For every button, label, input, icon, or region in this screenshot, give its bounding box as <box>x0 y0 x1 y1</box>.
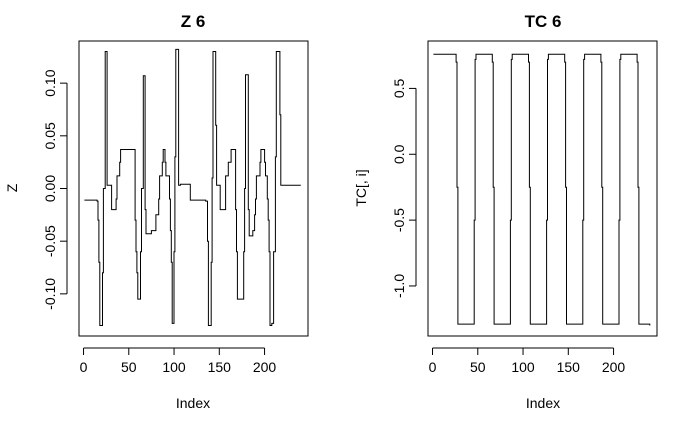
x-tick-label: 200 <box>602 359 626 375</box>
chart-title: TC 6 <box>525 12 562 31</box>
series-group <box>433 53 651 326</box>
plot-frame <box>427 40 658 337</box>
y-tick-label: 0.10 <box>42 69 58 96</box>
chart-tc6: TC 6 0 50 100 150 200 -1.0 -0.5 0.0 0.5 Index T… <box>353 12 658 411</box>
x-tick-label: 100 <box>162 359 186 375</box>
x-axis: 0 50 100 150 200 <box>429 347 626 375</box>
x-tick-label: 50 <box>470 359 486 375</box>
x-axis: 0 50 100 150 200 <box>80 347 277 375</box>
x-axis-label: Index <box>526 395 560 411</box>
y-axis-label: Z <box>4 183 20 192</box>
x-tick-label: 0 <box>80 359 88 375</box>
y-axis: -0.10 -0.05 0.00 0.05 0.10 <box>42 69 68 310</box>
x-axis-label: Index <box>176 395 210 411</box>
series-line <box>84 48 301 326</box>
y-tick-label: 0.5 <box>391 78 407 98</box>
y-tick-label: 0.0 <box>391 144 407 164</box>
series-line <box>433 53 651 326</box>
y-tick-label: 0.00 <box>42 175 58 202</box>
series-group <box>84 48 301 326</box>
chart-title: Z 6 <box>181 12 206 31</box>
y-tick-label: -0.10 <box>42 278 58 310</box>
y-axis: -1.0 -0.5 0.0 0.5 <box>391 78 417 298</box>
x-tick-label: 150 <box>208 359 232 375</box>
y-tick-label: -0.5 <box>391 208 407 232</box>
y-tick-label: -0.05 <box>42 225 58 257</box>
chart-z6: Z 6 0 50 100 150 200 -0.10-0.050.000.050.10 … <box>4 12 309 411</box>
y-tick-label: -1.0 <box>391 274 407 298</box>
x-tick-label: 200 <box>253 359 277 375</box>
y-tick-label: 0.05 <box>42 122 58 149</box>
x-tick-label: 50 <box>121 359 137 375</box>
x-tick-label: 150 <box>557 359 581 375</box>
plot-frame <box>78 40 309 337</box>
x-tick-label: 100 <box>511 359 535 375</box>
x-tick-label: 0 <box>429 359 437 375</box>
y-axis-label: TC[, i] <box>353 169 369 206</box>
